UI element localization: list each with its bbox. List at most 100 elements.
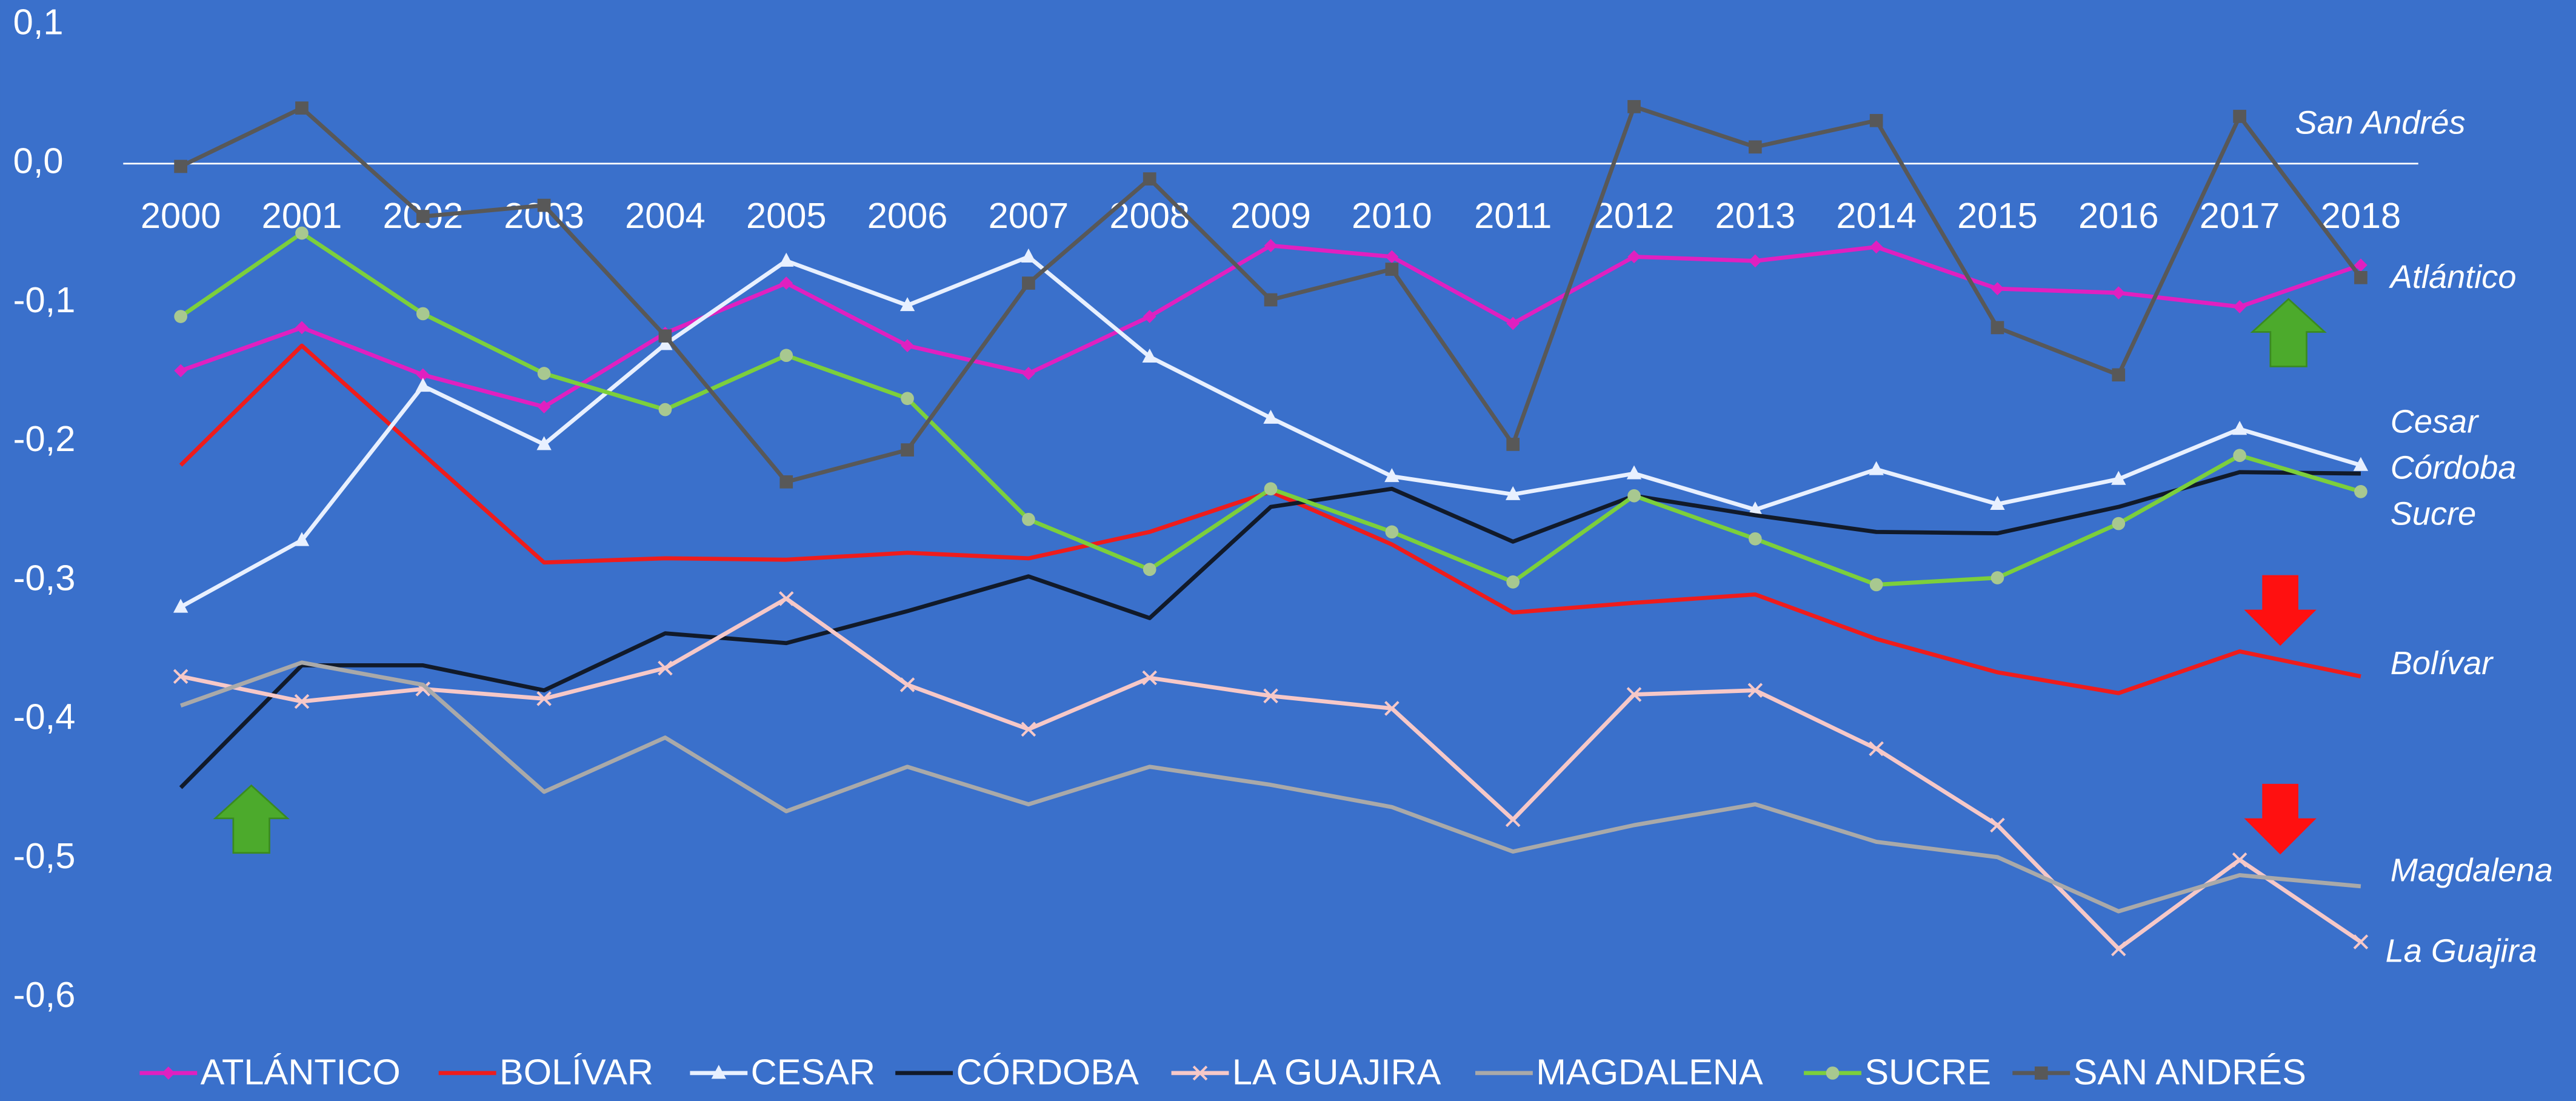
legend-label: SAN ANDRÉS	[2074, 1051, 2306, 1092]
x-tick-label: 2009	[1230, 195, 1311, 236]
up-arrow	[213, 784, 290, 854]
y-tick-label: -0,2	[13, 418, 76, 459]
marker	[1506, 438, 1520, 451]
marker	[2112, 368, 2126, 382]
marker	[778, 591, 794, 606]
marker	[1022, 512, 1035, 526]
marker	[536, 691, 552, 706]
series	[173, 591, 2369, 957]
marker	[2233, 110, 2246, 123]
legend-item: CÓRDOBA	[895, 1051, 1139, 1092]
marker	[1264, 239, 1278, 252]
legend-marker	[1192, 1065, 1208, 1081]
marker	[1385, 525, 1399, 539]
marker	[658, 329, 672, 343]
series	[174, 226, 2367, 592]
up-arrow	[2250, 298, 2327, 367]
marker	[1021, 248, 1036, 263]
series	[174, 239, 2367, 413]
marker	[2112, 517, 2126, 530]
marker	[1384, 701, 1400, 716]
x-tick-label: 2004	[625, 195, 706, 236]
down-arrow	[2244, 783, 2317, 855]
marker	[1990, 282, 2004, 296]
marker	[899, 297, 915, 312]
marker	[295, 226, 309, 240]
annotation: La Guajira	[2386, 932, 2537, 969]
legend-label: CESAR	[751, 1051, 875, 1092]
legend-label: BOLÍVAR	[499, 1051, 653, 1092]
marker	[1748, 254, 1762, 268]
x-tick-label: 2006	[867, 195, 948, 236]
marker	[294, 694, 310, 709]
marker	[174, 159, 187, 173]
marker	[1264, 482, 1278, 496]
x-tick-label: 2018	[2321, 195, 2401, 236]
y-tick-label: -0,5	[13, 835, 76, 876]
marker	[1627, 489, 1641, 503]
marker	[1869, 578, 1883, 592]
marker	[1385, 250, 1399, 264]
x-tick-label: 2007	[989, 195, 1069, 236]
marker	[1505, 486, 1521, 500]
series	[173, 248, 2369, 613]
marker	[1869, 240, 1883, 254]
marker	[537, 400, 551, 413]
legend-label: MAGDALENA	[1536, 1051, 1763, 1092]
annotation: San Andrés	[2295, 104, 2466, 141]
legend-label: ATLÁNTICO	[201, 1051, 401, 1092]
legend-label: SUCRE	[1864, 1051, 1991, 1092]
y-tick-label: -0,4	[13, 697, 76, 737]
y-tick-label: -0,6	[13, 974, 76, 1015]
marker	[1747, 683, 1763, 698]
y-tick-label: 0,0	[13, 141, 64, 181]
marker	[1263, 409, 1278, 424]
series	[179, 470, 2361, 789]
marker	[1869, 741, 1884, 757]
marker	[1990, 321, 2004, 335]
legend-item: BOLÍVAR	[438, 1051, 653, 1092]
x-tick-label: 2011	[1474, 195, 1552, 236]
x-tick-label: 2005	[746, 195, 827, 236]
marker	[1990, 571, 2004, 584]
marker	[2353, 934, 2369, 949]
x-tick-label: 2017	[2200, 195, 2280, 236]
marker	[1990, 495, 2005, 510]
marker	[899, 677, 915, 692]
marker	[1748, 532, 1762, 546]
marker	[416, 307, 430, 321]
annotation: Bolívar	[2391, 645, 2494, 681]
x-tick-label: 2000	[141, 195, 221, 236]
marker	[1506, 316, 1520, 330]
marker	[2111, 941, 2126, 957]
marker	[2233, 300, 2246, 313]
marker	[1384, 468, 1400, 483]
y-tick-label: 0,1	[13, 1, 64, 42]
annotation: Magdalena	[2391, 852, 2553, 889]
marker	[779, 475, 793, 489]
annotation: Cesar	[2391, 404, 2479, 440]
annotation: Sucre	[2391, 495, 2477, 532]
marker	[1747, 501, 1763, 516]
marker	[779, 276, 793, 290]
y-tick-label: -0,3	[13, 557, 76, 598]
marker	[1022, 276, 1035, 290]
marker	[1627, 250, 1641, 264]
marker	[173, 669, 189, 684]
marker	[2112, 286, 2126, 300]
marker	[658, 403, 672, 417]
marker	[1022, 367, 1035, 380]
marker	[173, 598, 189, 613]
annotation: Atlántico	[2389, 259, 2517, 295]
down-arrow	[2244, 575, 2317, 646]
x-tick-label: 2016	[2078, 195, 2159, 236]
marker	[294, 532, 310, 546]
x-tick-label: 2014	[1836, 195, 1917, 236]
legend-item: SUCRE	[1804, 1051, 1991, 1092]
marker	[174, 310, 187, 323]
marker	[1143, 563, 1156, 577]
marker	[1263, 688, 1278, 704]
